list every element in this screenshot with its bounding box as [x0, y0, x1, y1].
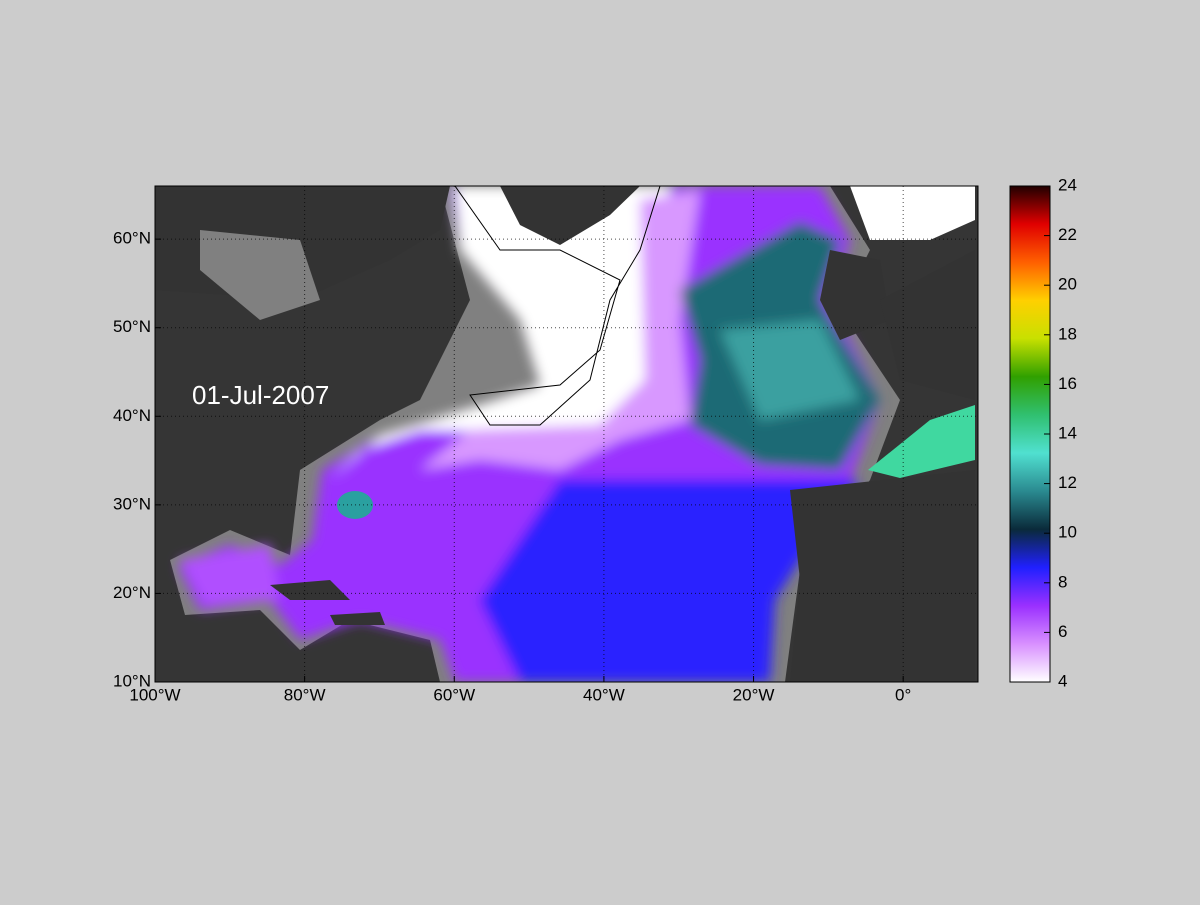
- colorbar-tick-label: 10: [1058, 523, 1077, 542]
- colorbar: [1009, 185, 1051, 683]
- y-tick-label: 50°N: [113, 317, 151, 336]
- colorbar-tick-label: 6: [1058, 622, 1067, 641]
- y-tick-label: 10°N: [113, 671, 151, 690]
- map-imagery: [155, 186, 978, 682]
- colorbar-tick-label: 20: [1058, 275, 1077, 294]
- x-tick-label: 40°W: [583, 685, 625, 704]
- x-tick-label: 100°W: [129, 685, 180, 704]
- colorbar-tick-label: 18: [1058, 324, 1077, 343]
- grid: [154, 186, 978, 683]
- y-tick-label: 20°N: [113, 583, 151, 602]
- colorbar-tick-label: 12: [1058, 473, 1077, 492]
- x-tick-label: 0°: [895, 685, 911, 704]
- y-tick-label: 30°N: [113, 494, 151, 513]
- y-tick-label: 40°N: [113, 406, 151, 425]
- date-label: 01-Jul-2007: [192, 380, 329, 410]
- colorbar-tick-label: 24: [1058, 175, 1077, 194]
- x-tick-label: 60°W: [433, 685, 475, 704]
- colorbar-tick-label: 4: [1058, 671, 1067, 690]
- y-tick-label: 60°N: [113, 229, 151, 248]
- colorbar-tick-label: 8: [1058, 572, 1067, 591]
- colorbar-tick-label: 16: [1058, 374, 1077, 393]
- colorbar-tick-label: 22: [1058, 225, 1077, 244]
- colorbar-tick-label: 14: [1058, 423, 1077, 442]
- x-tick-label: 20°W: [733, 685, 775, 704]
- x-tick-label: 80°W: [284, 685, 326, 704]
